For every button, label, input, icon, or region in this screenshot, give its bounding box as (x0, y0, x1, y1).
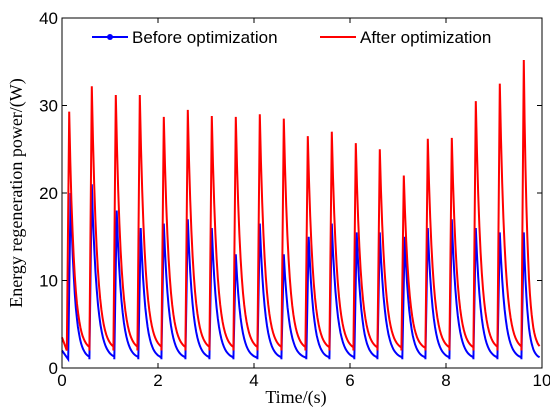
plot-area (62, 18, 542, 368)
ticks-layer: 0 2 4 6 8 10 0 10 20 30 40 (39, 9, 550, 390)
x-tick-label: 10 (533, 371, 550, 390)
legend-label: After optimization (360, 28, 491, 47)
y-tick-label: 20 (39, 184, 58, 203)
y-tick-label: 40 (39, 9, 58, 28)
legend-entry: After optimization (320, 28, 491, 47)
legend: Before optimization After optimization (92, 28, 491, 47)
legend-label: Before optimization (132, 28, 278, 47)
series-line (61, 59, 541, 351)
series-layer (61, 59, 541, 363)
x-tick-label: 2 (153, 371, 162, 390)
series-after-optimization (61, 59, 541, 351)
y-axis-label: Energy regeneration power/(W) (6, 78, 27, 308)
y-tick-label: 0 (49, 359, 58, 378)
y-tick-label: 30 (39, 97, 58, 116)
x-tick-label: 0 (57, 371, 66, 390)
series-line (61, 184, 541, 363)
x-tick-label: 4 (249, 371, 258, 390)
x-axis-label: Time/(s) (265, 387, 326, 408)
legend-marker (107, 34, 113, 40)
x-tick-label: 6 (345, 371, 354, 390)
x-tick-label: 8 (441, 371, 450, 390)
y-tick-label: 10 (39, 272, 58, 291)
legend-entry: Before optimization (92, 28, 278, 47)
